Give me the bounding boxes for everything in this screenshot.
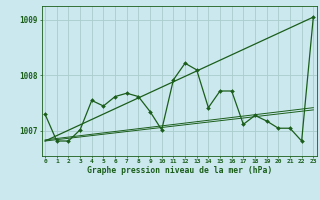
X-axis label: Graphe pression niveau de la mer (hPa): Graphe pression niveau de la mer (hPa) <box>87 166 272 175</box>
